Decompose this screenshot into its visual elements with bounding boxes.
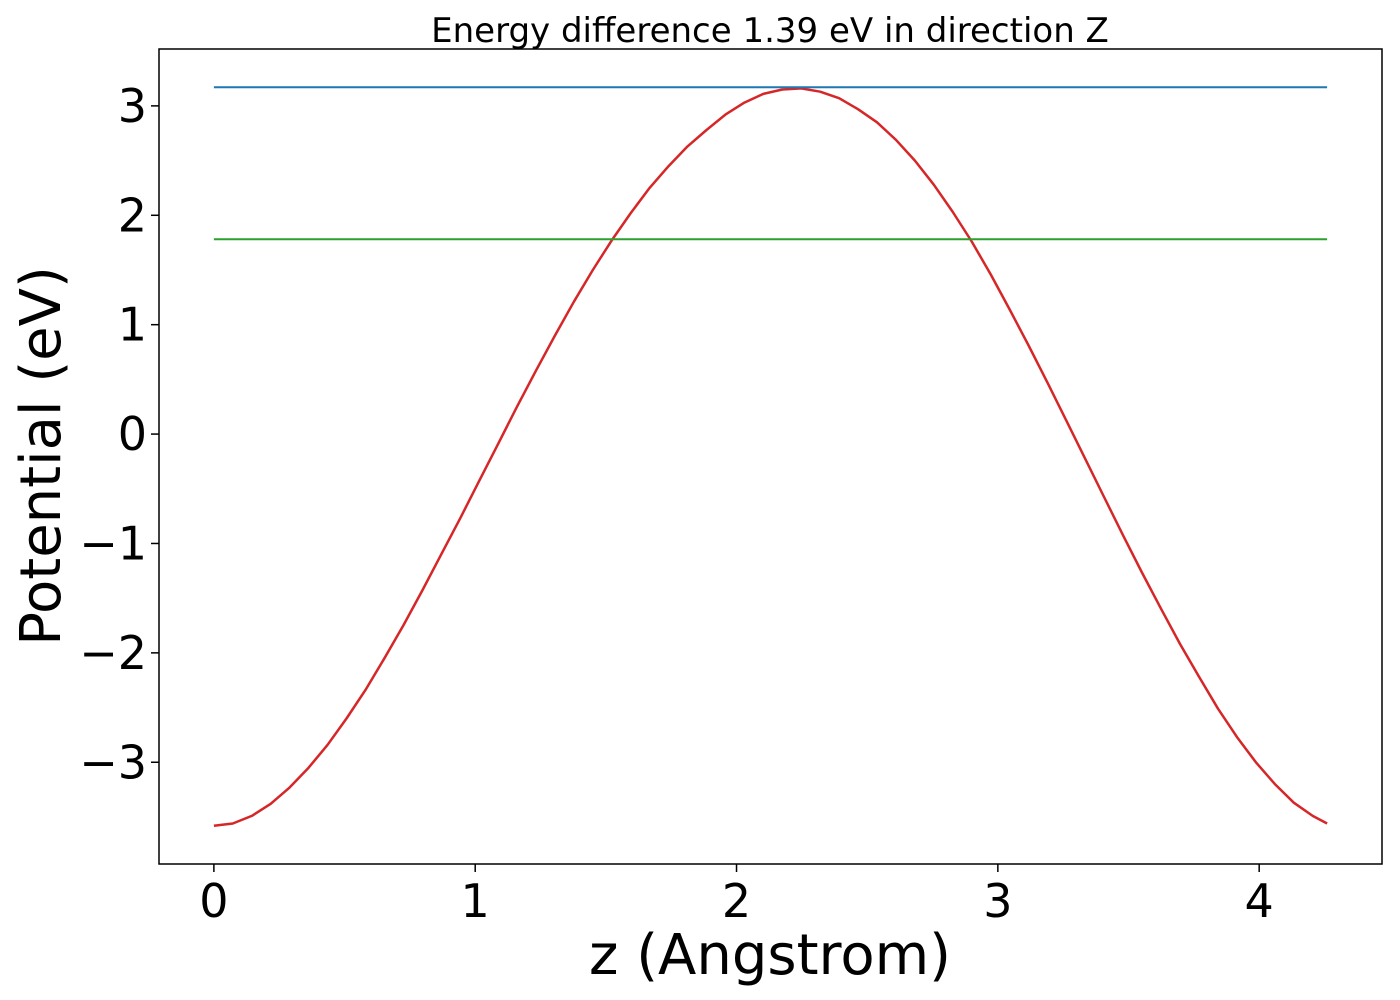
y-tick-label: −1 bbox=[79, 516, 147, 570]
x-tick-label: 0 bbox=[199, 874, 228, 928]
x-axis-title: z (Angstrom) bbox=[589, 923, 951, 988]
y-tick-label: 3 bbox=[118, 79, 147, 133]
y-tick-label: 1 bbox=[118, 298, 147, 352]
x-tick-label: 2 bbox=[722, 874, 751, 928]
y-tick-label: 2 bbox=[118, 188, 147, 242]
series-layer bbox=[213, 86, 1328, 827]
x-tick-label: 4 bbox=[1245, 874, 1274, 928]
y-axis: −3 −2 −1 0 1 2 3 bbox=[79, 79, 159, 789]
y-tick-label: −2 bbox=[79, 626, 147, 680]
y-tick-label: −3 bbox=[79, 735, 147, 789]
y-tick-label: 0 bbox=[118, 407, 147, 461]
series-line-0 bbox=[213, 87, 1328, 827]
plot-frame bbox=[158, 48, 1383, 865]
chart-title: Energy difference 1.39 eV in direction Z bbox=[431, 11, 1109, 51]
x-tick-label: 3 bbox=[983, 874, 1012, 928]
x-axis: 0 1 2 3 4 bbox=[199, 864, 1274, 928]
y-axis-title: Potential (eV) bbox=[9, 266, 74, 646]
x-tick-label: 1 bbox=[461, 874, 490, 928]
